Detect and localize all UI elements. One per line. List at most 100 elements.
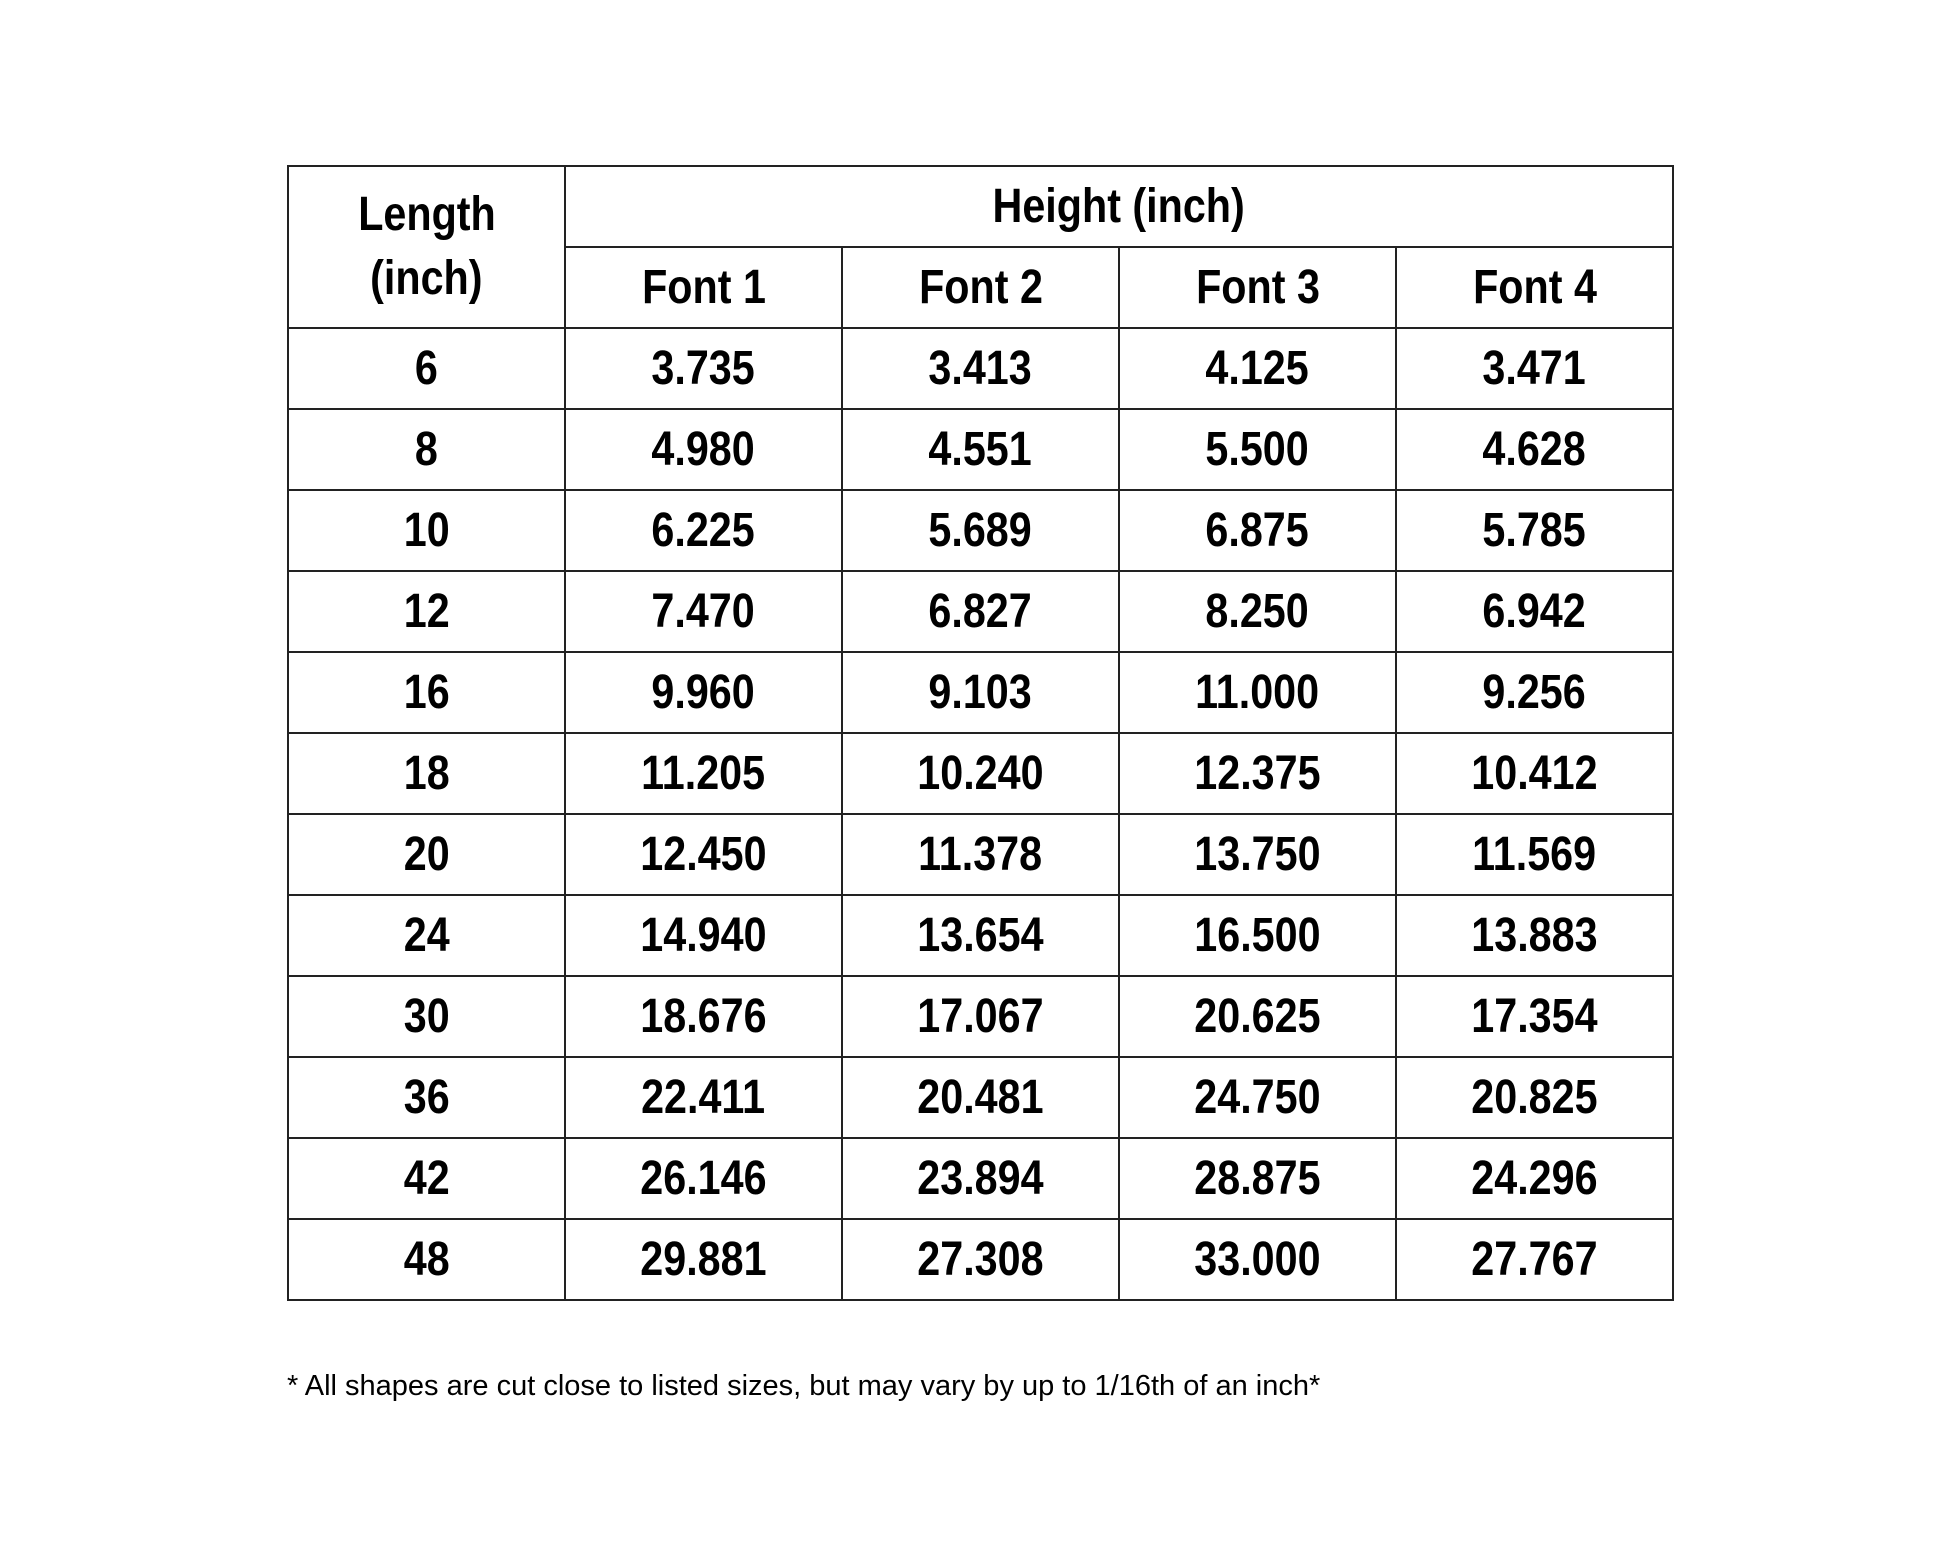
table-row: 18 11.205 10.240 12.375 10.412 — [287, 732, 1674, 815]
cell-value: 26.146 — [640, 1152, 767, 1205]
table-row: 8 4.980 4.551 5.500 4.628 — [287, 408, 1674, 491]
cell-value: 5.500 — [1205, 423, 1310, 476]
cell-value: 20.481 — [917, 1071, 1044, 1124]
cell-value: 10 — [403, 504, 450, 557]
height-cell: 12.375 — [1118, 732, 1397, 815]
height-cell: 3.413 — [841, 327, 1120, 410]
table-row: 20 12.450 11.378 13.750 11.569 — [287, 813, 1674, 896]
length-cell: 18 — [287, 732, 566, 815]
length-cell: 12 — [287, 570, 566, 653]
height-cell: 33.000 — [1118, 1218, 1397, 1301]
height-cell: 24.750 — [1118, 1056, 1397, 1139]
length-header-line1: Length — [357, 188, 496, 241]
font-header-label: Font 4 — [1472, 261, 1597, 314]
length-cell: 8 — [287, 408, 566, 491]
cell-value: 17.067 — [917, 990, 1044, 1043]
height-cell: 28.875 — [1118, 1137, 1397, 1220]
cell-value: 12 — [403, 585, 450, 638]
cell-value: 18 — [403, 747, 450, 800]
height-cell: 4.125 — [1118, 327, 1397, 410]
cell-value: 6.827 — [928, 585, 1033, 638]
height-cell: 26.146 — [564, 1137, 843, 1220]
cell-value: 48 — [403, 1233, 450, 1286]
cell-value: 18.676 — [640, 990, 767, 1043]
table-row: 36 22.411 20.481 24.750 20.825 — [287, 1056, 1674, 1139]
height-cell: 6.942 — [1395, 570, 1674, 653]
height-cell: 20.625 — [1118, 975, 1397, 1058]
length-cell: 30 — [287, 975, 566, 1058]
table-row: 6 3.735 3.413 4.125 3.471 — [287, 327, 1674, 410]
cell-value: 20.625 — [1194, 990, 1321, 1043]
height-cell: 27.308 — [841, 1218, 1120, 1301]
height-cell: 22.411 — [564, 1056, 843, 1139]
height-cell: 20.825 — [1395, 1056, 1674, 1139]
cell-value: 11.205 — [641, 747, 766, 800]
height-cell: 9.960 — [564, 651, 843, 734]
height-cell: 9.256 — [1395, 651, 1674, 734]
cell-value: 20 — [403, 828, 450, 881]
cell-value: 10.412 — [1471, 747, 1598, 800]
height-cell: 8.250 — [1118, 570, 1397, 653]
font-header-label: Font 3 — [1195, 261, 1320, 314]
font-header-4: Font 4 — [1395, 246, 1674, 329]
height-cell: 11.569 — [1395, 813, 1674, 896]
cell-value: 5.689 — [928, 504, 1033, 557]
table-row: 24 14.940 13.654 16.500 13.883 — [287, 894, 1674, 977]
height-cell: 6.225 — [564, 489, 843, 572]
height-cell: 27.767 — [1395, 1218, 1674, 1301]
height-cell: 4.551 — [841, 408, 1120, 491]
height-cell: 13.883 — [1395, 894, 1674, 977]
cell-value: 13.883 — [1471, 909, 1598, 962]
height-cell: 20.481 — [841, 1056, 1120, 1139]
cell-value: 9.960 — [651, 666, 756, 719]
height-cell: 5.689 — [841, 489, 1120, 572]
height-cell: 14.940 — [564, 894, 843, 977]
height-cell: 11.378 — [841, 813, 1120, 896]
cell-value: 22.411 — [641, 1071, 766, 1124]
height-cell: 3.735 — [564, 327, 843, 410]
length-header: Length (inch) — [287, 165, 566, 329]
cell-value: 6.875 — [1205, 504, 1310, 557]
length-cell: 42 — [287, 1137, 566, 1220]
cell-value: 4.980 — [651, 423, 756, 476]
length-cell: 6 — [287, 327, 566, 410]
height-header-label: Height (inch) — [992, 180, 1246, 233]
table-row: 30 18.676 17.067 20.625 17.354 — [287, 975, 1674, 1058]
cell-value: 6.225 — [651, 504, 756, 557]
height-cell: 12.450 — [564, 813, 843, 896]
height-cell: 18.676 — [564, 975, 843, 1058]
height-cell: 17.354 — [1395, 975, 1674, 1058]
cell-value: 4.551 — [928, 423, 1033, 476]
length-cell: 16 — [287, 651, 566, 734]
cell-value: 9.103 — [928, 666, 1033, 719]
cell-value: 33.000 — [1194, 1233, 1321, 1286]
length-cell: 20 — [287, 813, 566, 896]
height-cell: 29.881 — [564, 1218, 843, 1301]
cell-value: 24.750 — [1194, 1071, 1321, 1124]
cell-value: 20.825 — [1471, 1071, 1598, 1124]
height-cell: 6.827 — [841, 570, 1120, 653]
height-header: Height (inch) — [564, 165, 1674, 248]
size-table: Length (inch) Height (inch) Font 1 Font 2… — [287, 165, 1674, 1301]
height-cell: 6.875 — [1118, 489, 1397, 572]
cell-value: 4.125 — [1205, 342, 1310, 395]
table-row: 48 29.881 27.308 33.000 27.767 — [287, 1218, 1674, 1301]
cell-value: 8.250 — [1205, 585, 1310, 638]
cell-value: 27.308 — [917, 1233, 1044, 1286]
cell-value: 4.628 — [1482, 423, 1587, 476]
cell-value: 3.735 — [651, 342, 756, 395]
cell-value: 3.413 — [928, 342, 1033, 395]
length-cell: 36 — [287, 1056, 566, 1139]
cell-value: 27.767 — [1471, 1233, 1598, 1286]
length-header-line2: (inch) — [370, 252, 483, 305]
height-cell: 7.470 — [564, 570, 843, 653]
font-header-1: Font 1 — [564, 246, 843, 329]
cell-value: 6 — [415, 342, 438, 395]
height-cell: 11.205 — [564, 732, 843, 815]
cell-value: 11.378 — [918, 828, 1043, 881]
table-row: 10 6.225 5.689 6.875 5.785 — [287, 489, 1674, 572]
height-cell: 23.894 — [841, 1137, 1120, 1220]
cell-value: 28.875 — [1194, 1152, 1321, 1205]
cell-value: 5.785 — [1482, 504, 1587, 557]
cell-value: 13.654 — [917, 909, 1044, 962]
